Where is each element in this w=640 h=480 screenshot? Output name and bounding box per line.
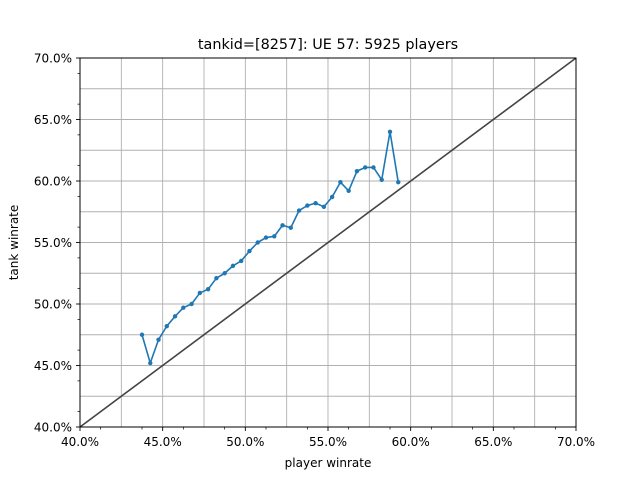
- x-axis-label: player winrate: [285, 456, 372, 470]
- data-point: [305, 203, 310, 208]
- data-point: [189, 301, 194, 307]
- y-tick-label: 55.0%: [34, 236, 72, 250]
- x-tick-label: 60.0%: [392, 435, 430, 449]
- x-tick-label: 55.0%: [309, 435, 347, 449]
- data-point: [239, 258, 244, 264]
- data-point: [379, 177, 384, 182]
- data-point: [156, 337, 161, 342]
- axis-ticks: 40.0% 45.0% 50.0% 55.0% 60.0% 65.0% 70.0% 40.0%…: [34, 52, 595, 450]
- data-point: [288, 225, 293, 230]
- data-point: [222, 271, 227, 276]
- reference-line: [79, 57, 577, 428]
- data-point: [296, 208, 302, 213]
- data-point: [313, 200, 318, 206]
- data-point: [396, 180, 401, 185]
- data-point: [263, 235, 269, 240]
- data-point: [321, 204, 327, 210]
- data-point: [164, 323, 169, 329]
- y-tick-label: 50.0%: [34, 298, 72, 312]
- data-point: [172, 314, 178, 319]
- chart-title: tankid=[8257]: UE 57: 5925 players: [198, 37, 458, 53]
- series-line: [139, 129, 401, 366]
- data-point: [214, 275, 219, 281]
- data-point: [387, 129, 393, 134]
- data-point: [230, 263, 236, 269]
- y-tick-label: 40.0%: [34, 421, 72, 435]
- data-point: [205, 287, 211, 292]
- x-tick-label: 65.0%: [474, 435, 512, 449]
- x-tick-label: 50.0%: [226, 435, 264, 449]
- y-tick-label: 60.0%: [34, 175, 72, 189]
- data-point: [197, 290, 203, 296]
- data-point: [280, 223, 285, 228]
- y-tick-label: 65.0%: [34, 113, 72, 127]
- data-point: [181, 305, 186, 310]
- diagonal-reference: [79, 57, 577, 428]
- x-tick-label: 40.0%: [61, 435, 99, 449]
- data-point: [148, 360, 153, 366]
- data-point: [329, 194, 335, 200]
- data-point: [346, 188, 351, 194]
- data-point: [354, 168, 360, 174]
- y-tick-label: 70.0%: [34, 52, 72, 66]
- data-point: [139, 332, 145, 337]
- data-point: [247, 248, 252, 254]
- data-point: [255, 240, 260, 245]
- data-point: [371, 165, 376, 170]
- x-tick-label: 45.0%: [144, 435, 182, 449]
- y-axis-label: tank winrate: [7, 205, 21, 281]
- y-tick-label: 45.0%: [34, 359, 72, 373]
- data-point: [338, 180, 343, 185]
- x-tick-label: 70.0%: [557, 435, 595, 449]
- data-point: [272, 234, 277, 239]
- data-point: [363, 165, 368, 170]
